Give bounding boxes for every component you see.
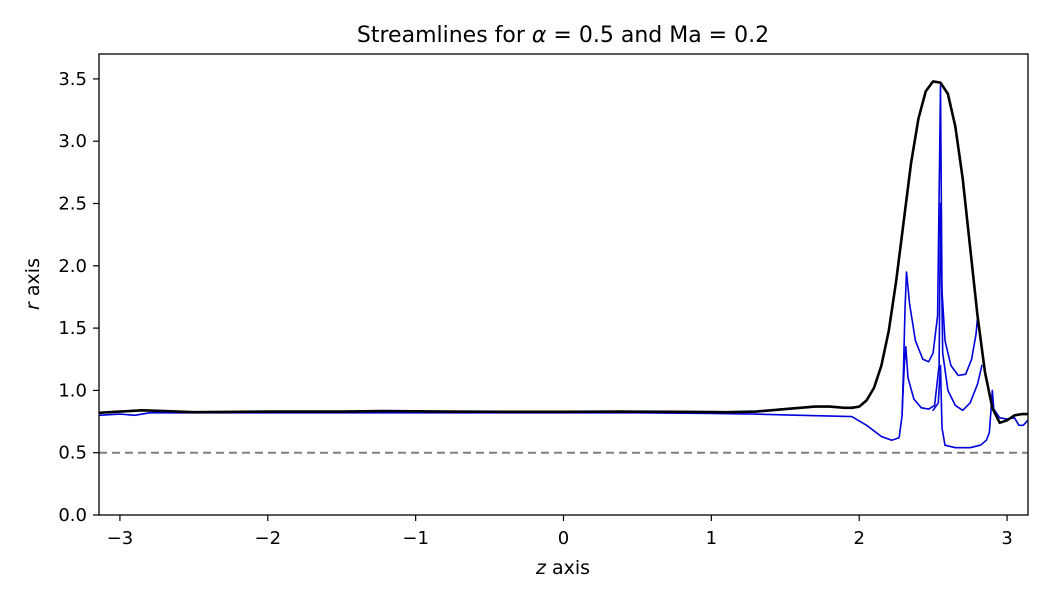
x-axis: −3 −2 −1 0 1 2 3 (107, 515, 1013, 549)
y-tick-label: 0.0 (58, 505, 87, 526)
y-tick-label: 3.0 (58, 131, 87, 152)
x-tick-label: −3 (107, 528, 134, 549)
y-tick-label: 2.5 (58, 194, 87, 215)
y-tick-label: 0.5 (58, 443, 87, 464)
x-tick-label: 0 (558, 528, 569, 549)
y-tick-label: 2.0 (58, 256, 87, 277)
y-tick-label: 3.5 (58, 69, 87, 90)
series-line-3 (932, 364, 1028, 449)
series-line-4 (99, 80, 1028, 425)
y-tick-label: 1.5 (58, 318, 87, 339)
x-tick-label: 1 (706, 528, 717, 549)
series-line-2 (901, 202, 983, 414)
x-tick-label: 2 (853, 528, 864, 549)
x-tick-label: −1 (402, 528, 429, 549)
plot-area-frame (98, 53, 1029, 516)
y-tick-label: 1.0 (58, 380, 87, 401)
x-tick-label: −2 (255, 528, 282, 549)
chart-title: Streamlines for α = 0.5 and Ma = 0.2 (357, 23, 769, 48)
y-axis-label: r axis (22, 258, 44, 310)
x-tick-label: 3 (1001, 528, 1012, 549)
y-axis: 0.0 0.5 1.0 1.5 2.0 2.5 3.0 3.5 (58, 69, 99, 526)
x-axis-label: z axis (535, 557, 590, 579)
series-layer (99, 80, 1028, 454)
series-line-1 (99, 84, 979, 441)
